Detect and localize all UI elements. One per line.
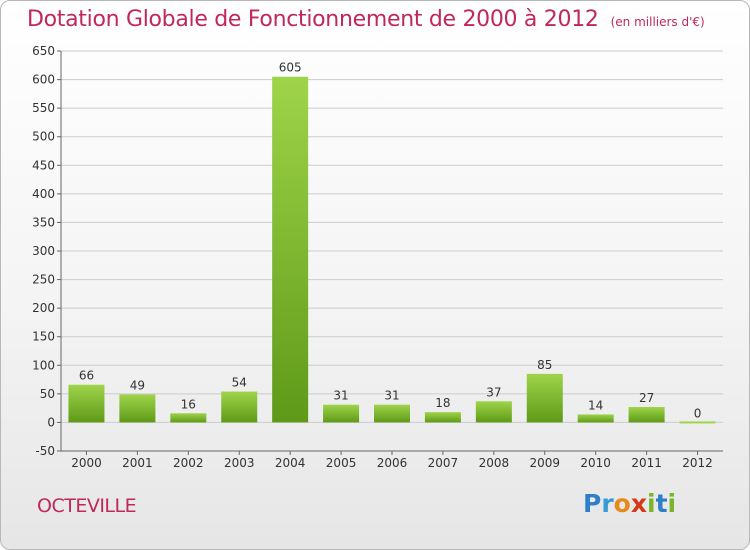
bar xyxy=(475,401,512,423)
data-label: 37 xyxy=(486,385,501,399)
y-tick-label: 0 xyxy=(47,415,55,429)
data-label: 16 xyxy=(181,397,196,411)
data-label: 85 xyxy=(537,358,552,372)
y-tick-label: 250 xyxy=(32,273,55,287)
y-tick-label: -50 xyxy=(35,444,55,458)
proxiti-logo: Proxiti xyxy=(583,489,676,518)
x-tick-label: 2005 xyxy=(326,456,357,470)
bar xyxy=(68,384,105,423)
x-tick-label: 2004 xyxy=(275,456,306,470)
y-tick-label: 100 xyxy=(32,358,55,372)
data-label: 66 xyxy=(79,369,94,383)
x-tick-label: 2010 xyxy=(580,456,611,470)
y-tick-label: 150 xyxy=(32,330,55,344)
bar xyxy=(221,391,258,423)
bar xyxy=(323,404,360,423)
x-tick-label: 2007 xyxy=(428,456,459,470)
y-tick-label: 600 xyxy=(32,73,55,87)
x-tick-label: 2006 xyxy=(377,456,408,470)
data-label: 18 xyxy=(435,396,450,410)
bar xyxy=(526,373,563,423)
x-tick-label: 2012 xyxy=(682,456,713,470)
x-tick-label: 2000 xyxy=(71,456,102,470)
data-label: 605 xyxy=(279,61,302,75)
y-tick-label: 350 xyxy=(32,215,55,229)
data-label: 27 xyxy=(639,391,654,405)
bar xyxy=(577,414,614,423)
y-tick-label: 650 xyxy=(32,44,55,58)
data-label: 54 xyxy=(232,376,247,390)
logo-letter: P xyxy=(583,489,602,518)
logo-letter: i xyxy=(647,489,656,518)
x-tick-label: 2011 xyxy=(631,456,662,470)
bar xyxy=(424,412,461,423)
y-tick-label: 400 xyxy=(32,187,55,201)
logo-letter: r xyxy=(601,489,614,518)
logo-letter: o xyxy=(613,489,631,518)
logo-letter: x xyxy=(630,489,647,518)
data-label: 31 xyxy=(333,389,348,403)
x-tick-label: 2002 xyxy=(173,456,204,470)
x-tick-label: 2009 xyxy=(529,456,560,470)
data-label: 14 xyxy=(588,398,603,412)
y-tick-label: 300 xyxy=(32,244,55,258)
data-label: 49 xyxy=(130,378,145,392)
y-tick-label: 50 xyxy=(40,387,55,401)
bar xyxy=(679,421,716,424)
bar xyxy=(119,394,156,423)
data-label: 0 xyxy=(694,406,702,420)
x-tick-label: 2001 xyxy=(122,456,153,470)
x-tick-label: 2008 xyxy=(479,456,510,470)
logo-letter: t xyxy=(655,489,668,518)
bar xyxy=(628,407,665,423)
y-tick-label: 450 xyxy=(32,158,55,172)
y-tick-label: 550 xyxy=(32,101,55,115)
bar xyxy=(374,404,410,423)
bar xyxy=(272,76,309,423)
x-tick-label: 2003 xyxy=(224,456,255,470)
y-tick-label: 200 xyxy=(32,301,55,315)
chart-title: Dotation Globale de Fonctionnement de 20… xyxy=(27,7,705,32)
data-label: 31 xyxy=(384,389,399,403)
y-tick-label: 500 xyxy=(32,130,55,144)
chart-subtitle: (en milliers d'€) xyxy=(610,15,705,29)
logo-letter: i xyxy=(667,489,677,518)
commune-name: OCTEVILLE xyxy=(37,495,137,517)
bar xyxy=(170,413,207,423)
